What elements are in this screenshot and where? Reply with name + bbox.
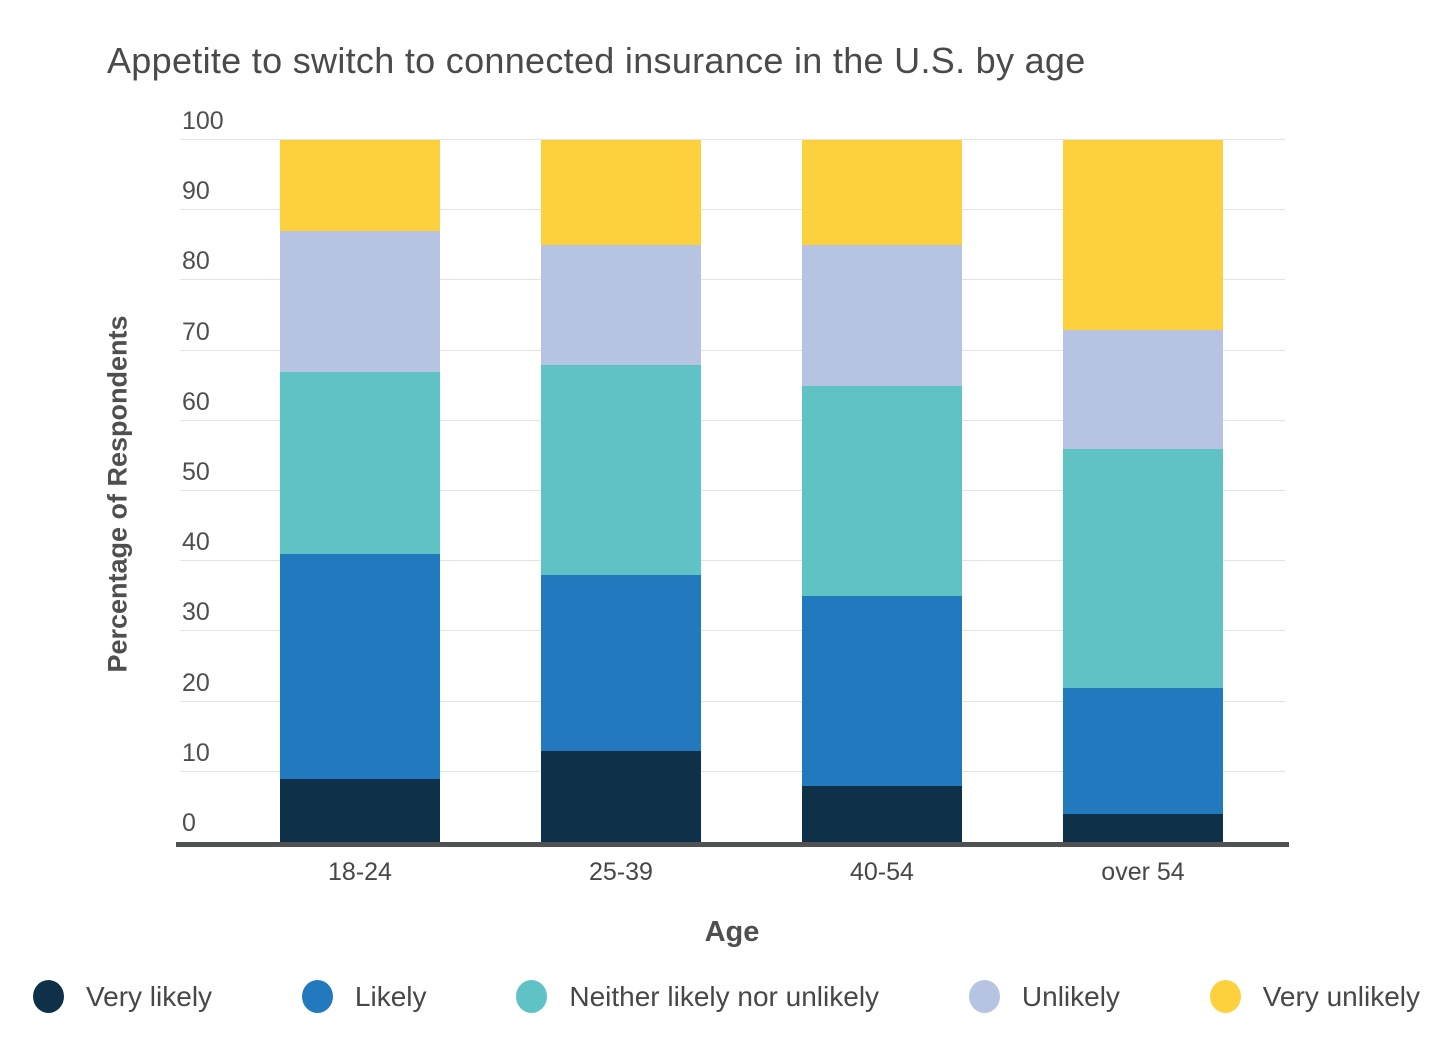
gridline [180,349,1285,351]
gridline [180,209,1285,211]
x-axis-title: Age [704,916,760,948]
legend-item: Neither likely nor unlikely [516,980,879,1013]
bar-segment [802,785,962,842]
bar-segment [1063,813,1223,842]
x-tick-label: 40-54 [850,858,914,886]
legend-item: Likely [301,980,427,1013]
chart-title: Appetite to switch to connected insuranc… [107,40,1086,81]
y-tick-label: 0 [182,809,196,837]
legend-label: Very likely [86,980,213,1012]
bar-segment [280,371,440,555]
gridline [180,139,1285,140]
y-tick-label: 20 [182,668,210,697]
gridline [180,770,1285,772]
legend-swatch [1209,980,1241,1013]
legend-label: Likely [354,980,427,1012]
plot-area: 0 10 20 30 40 50 60 70 80 90 100 [176,107,1289,847]
y-tick-label: 90 [182,177,210,206]
y-tick-label: 40 [182,528,210,557]
legend-swatch [301,980,333,1013]
y-tick-label: 10 [182,738,210,767]
gridline [180,490,1285,491]
bar-segment [280,140,440,232]
bar-segment [541,750,701,842]
y-tick-label: 70 [182,317,210,346]
bar-segment [802,245,962,386]
gridline [180,700,1285,702]
bar-segment [541,575,701,751]
gridline [180,560,1285,562]
bar-segment [280,778,440,842]
y-tick-label: 80 [182,247,210,276]
y-axis-title: Percentage of Respondents [102,315,133,673]
legend-item: Very unlikely [1209,980,1420,1013]
bar-segment [280,231,440,372]
y-tick-label: 100 [182,107,224,135]
gridline [180,279,1285,281]
legend-label: Very unlikely [1262,980,1420,1012]
bar-segment [280,554,440,779]
bar-segment [1063,329,1223,449]
legend-swatch [516,980,548,1013]
bar-segment [541,140,701,246]
legend-item: Unlikely [968,980,1120,1013]
bar-segment [1063,448,1223,688]
bar-segment [802,140,962,246]
legend-label: Neither likely nor unlikely [569,980,880,1012]
bar-segment [1063,140,1223,330]
y-tick-label: 30 [182,598,210,627]
gridline [180,630,1285,632]
bar-segment [541,364,701,576]
bar-segment [541,245,701,365]
legend-swatch [33,980,64,1013]
legend-label: Unlikely [1021,980,1120,1012]
y-tick-label: 50 [182,458,210,486]
x-axis-line [176,842,1289,847]
legend-item: Very likely [33,980,212,1013]
bar-segment [802,385,962,597]
y-tick-label: 60 [182,387,210,416]
bar-segment [802,596,962,786]
legend: Very likely Likely Neither likely nor unli… [33,980,1420,1013]
x-tick-label: over 54 [1101,858,1185,886]
legend-swatch [968,980,1000,1013]
bar-segment [1063,687,1223,814]
x-tick-label: 18-24 [328,858,392,886]
x-tick-label: 25-39 [589,858,653,886]
gridline [180,419,1285,421]
